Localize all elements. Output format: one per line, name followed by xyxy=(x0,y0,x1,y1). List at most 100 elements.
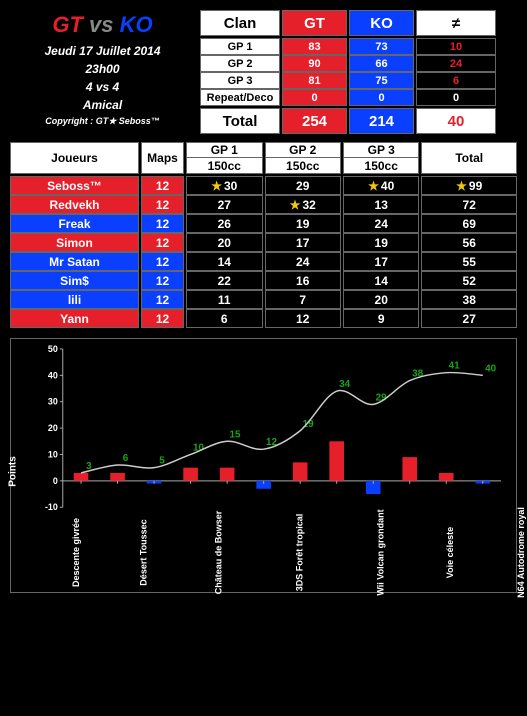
player-total: 27 xyxy=(421,309,517,328)
hdr-team1: GT xyxy=(282,10,347,36)
hdr-players: Joueurs xyxy=(10,142,139,174)
hdr-total: Total xyxy=(421,142,517,174)
match-format: 4 vs 4 xyxy=(10,80,195,94)
x-axis-label: Descente givrée xyxy=(38,518,113,587)
gp-label: Repeat/Deco xyxy=(200,89,280,106)
hdr-gp-cc: 150cc xyxy=(187,158,261,173)
total-ko: 214 xyxy=(349,108,414,134)
match-date: Jeudi 17 Juillet 2014 xyxy=(10,44,195,58)
player-gp: 11 xyxy=(186,290,262,309)
x-axis-label: Désert Toussec xyxy=(106,519,181,585)
hdr-team2: KO xyxy=(349,10,414,36)
bar-gt xyxy=(220,468,235,481)
line-point-label: 34 xyxy=(339,379,350,390)
player-row: Mr Satan1214241755 xyxy=(10,252,517,271)
line-point-label: 19 xyxy=(303,419,314,430)
bar-gt xyxy=(293,462,308,480)
player-total: 72 xyxy=(421,195,517,214)
player-gp: 29 xyxy=(265,176,341,195)
star-icon: ★ xyxy=(368,179,379,193)
total-gt: 254 xyxy=(282,108,347,134)
player-gp: 13 xyxy=(343,195,419,214)
gp-gt: 81 xyxy=(282,72,347,89)
y-tick-label: -10 xyxy=(45,502,58,512)
total-diff: 40 xyxy=(416,108,496,134)
player-gp: 7 xyxy=(265,290,341,309)
line-point-label: 40 xyxy=(485,363,496,374)
line-point-label: 6 xyxy=(123,453,129,464)
total-label: Total xyxy=(200,108,280,134)
bar-gt xyxy=(110,473,125,481)
points-chart: Points -10010203040503651015121934293841… xyxy=(10,338,517,593)
player-row: Simon1220171956 xyxy=(10,233,517,252)
player-gp: 17 xyxy=(343,252,419,271)
player-gp: 19 xyxy=(343,233,419,252)
player-row: Sim$1222161452 xyxy=(10,271,517,290)
player-name: Yann xyxy=(10,309,139,328)
y-tick-label: 10 xyxy=(48,449,58,459)
match-title: GT vs KO xyxy=(10,12,195,38)
score-row: Repeat/Deco000 xyxy=(200,89,517,106)
bar-gt xyxy=(402,457,417,481)
player-gp: 24 xyxy=(265,252,341,271)
meta-info: GT vs KO Jeudi 17 Juillet 2014 23h00 4 v… xyxy=(10,10,195,134)
player-name: Seboss™ xyxy=(10,176,139,195)
player-gp: 14 xyxy=(343,271,419,290)
gp-label: GP 2 xyxy=(200,55,280,72)
player-gp: ★30 xyxy=(186,176,262,195)
player-total: 55 xyxy=(421,252,517,271)
score-row: GP 381756 xyxy=(200,72,517,89)
hdr-gp-label: GP 1 xyxy=(187,143,261,158)
match-type: Amical xyxy=(10,98,195,112)
player-name: Mr Satan xyxy=(10,252,139,271)
y-tick-label: 20 xyxy=(48,423,58,433)
player-gp: 22 xyxy=(186,271,262,290)
player-row: Yann12612927 xyxy=(10,309,517,328)
gp-diff: 6 xyxy=(416,72,496,89)
bar-gt xyxy=(74,473,89,481)
player-row: Seboss™12★3029★40★99 xyxy=(10,176,517,195)
chart-ylabel: Points xyxy=(8,456,19,487)
player-maps: 12 xyxy=(141,252,184,271)
player-gp: 20 xyxy=(343,290,419,309)
star-icon: ★ xyxy=(290,198,301,212)
x-axis-label: N64 Autodrome royal xyxy=(483,507,527,598)
player-maps: 12 xyxy=(141,214,184,233)
team2-name: KO xyxy=(120,12,153,37)
bar-gt xyxy=(183,468,198,481)
score-row: GP 2906624 xyxy=(200,55,517,72)
hdr-diff: ≠ xyxy=(416,10,496,36)
hdr-maps: Maps xyxy=(141,142,184,174)
player-gp: 16 xyxy=(265,271,341,290)
score-table: Clan GT KO ≠ GP 1837310GP 2906624GP 3817… xyxy=(200,10,517,134)
player-row: Freak1226192469 xyxy=(10,214,517,233)
bar-gt xyxy=(329,441,344,481)
players-table: JoueursMapsGP 1150ccGP 2150ccGP 3150ccTo… xyxy=(10,142,517,328)
player-maps: 12 xyxy=(141,195,184,214)
score-row: GP 1837310 xyxy=(200,38,517,55)
player-name: Redvekh xyxy=(10,195,139,214)
player-name: Freak xyxy=(10,214,139,233)
player-total: 56 xyxy=(421,233,517,252)
hdr-gp: GP 2150cc xyxy=(265,142,341,174)
player-gp: 6 xyxy=(186,309,262,328)
hdr-gp-cc: 150cc xyxy=(344,158,418,173)
cumulative-line xyxy=(81,373,483,473)
player-gp: 24 xyxy=(343,214,419,233)
player-gp: 27 xyxy=(186,195,262,214)
player-gp: ★40 xyxy=(343,176,419,195)
player-maps: 12 xyxy=(141,290,184,309)
player-name: Simon xyxy=(10,233,139,252)
player-maps: 12 xyxy=(141,271,184,290)
y-tick-label: 50 xyxy=(48,344,58,354)
player-name: lili xyxy=(10,290,139,309)
player-maps: 12 xyxy=(141,309,184,328)
chart-svg: -1001020304050365101512193429384140 xyxy=(41,344,506,512)
y-tick-label: 40 xyxy=(48,370,58,380)
hdr-gp-label: GP 2 xyxy=(266,143,340,158)
player-gp: 14 xyxy=(186,252,262,271)
gp-ko: 73 xyxy=(349,38,414,55)
hdr-gp: GP 3150cc xyxy=(343,142,419,174)
player-gp: 17 xyxy=(265,233,341,252)
match-time: 23h00 xyxy=(10,62,195,76)
